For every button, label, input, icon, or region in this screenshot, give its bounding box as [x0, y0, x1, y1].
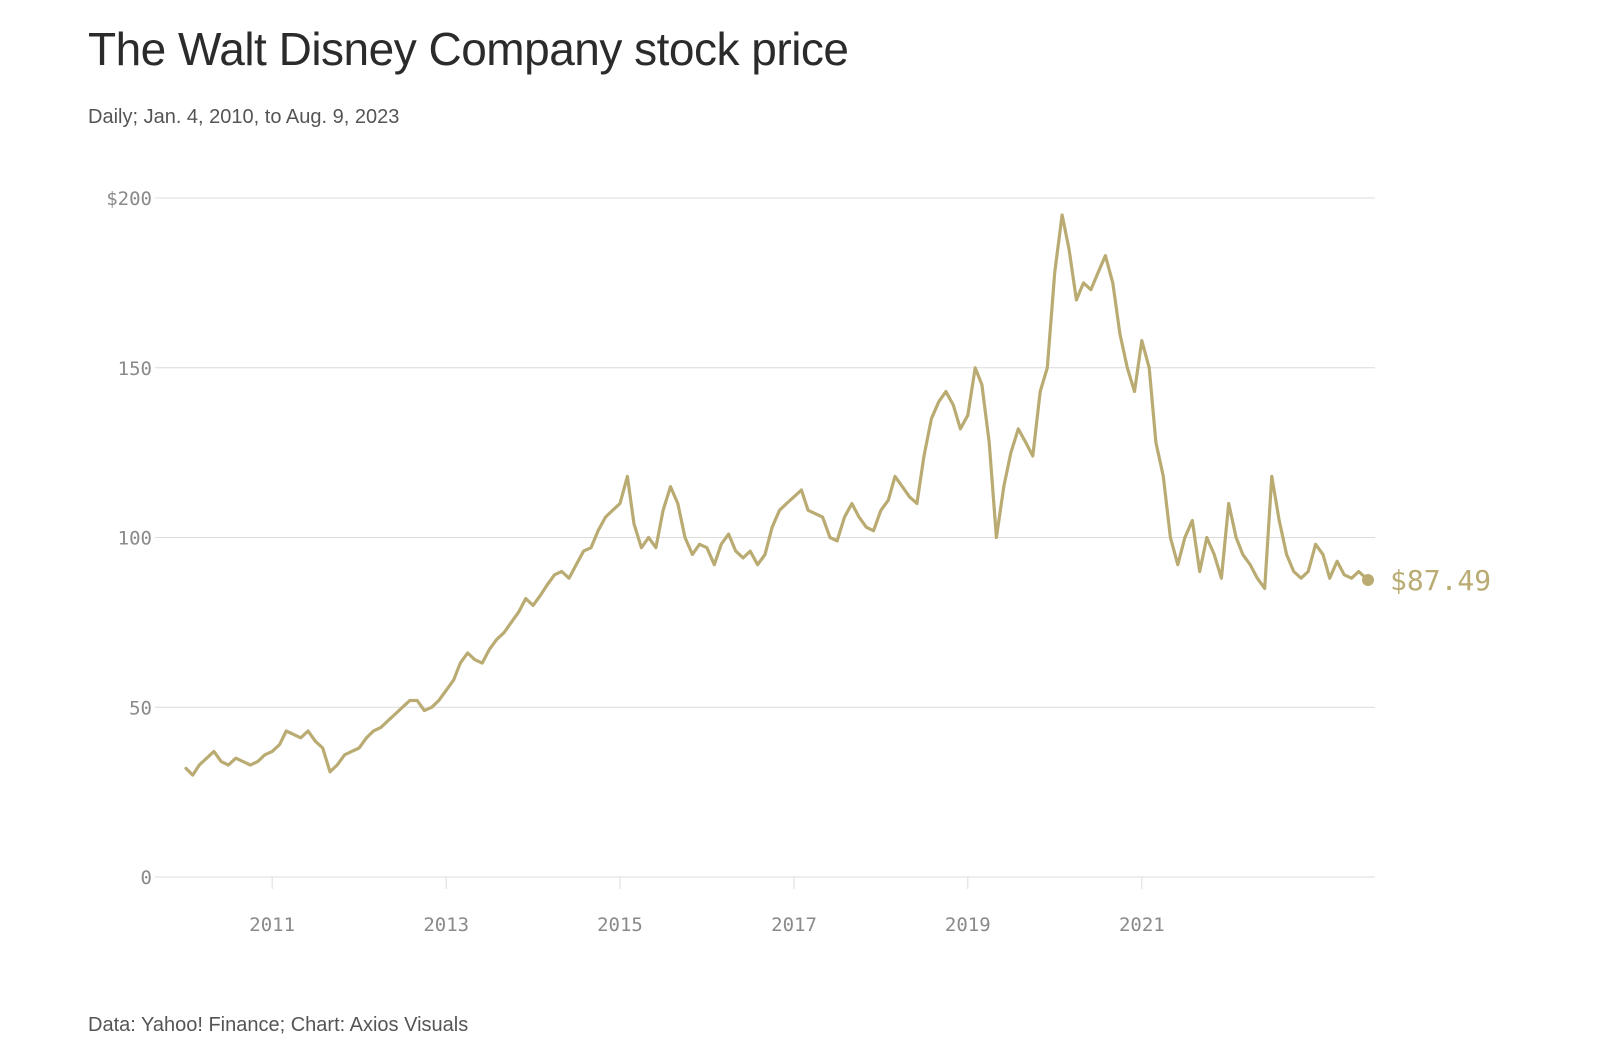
y-tick-label: 150	[118, 358, 152, 380]
y-tick-label: 50	[129, 697, 152, 719]
x-axis-ticks: 2011 2013 2015 2017 2019 2021	[249, 877, 1165, 936]
y-tick-label: 100	[118, 528, 152, 550]
chart-title: The Walt Disney Company stock price	[88, 23, 849, 75]
y-tick-label: $200	[106, 188, 152, 210]
last-price-marker	[1362, 573, 1374, 586]
x-tick-label: 2017	[771, 914, 817, 936]
x-tick-label: 2011	[249, 914, 295, 936]
source-credit: Data: Yahoo! Finance; Chart: Axios Visua…	[88, 1014, 469, 1036]
stock-price-chart: 0 50 100 150 $200 2011 2013 2015 2017 2019 2021 $…	[106, 188, 1491, 936]
x-tick-label: 2021	[1119, 914, 1165, 936]
gridlines	[155, 197, 1375, 878]
x-tick-label: 2013	[423, 914, 469, 936]
price-line	[184, 213, 1370, 777]
last-price-label: $87.49	[1390, 564, 1491, 597]
x-tick-label: 2019	[945, 914, 991, 936]
y-tick-label: 0	[141, 867, 152, 889]
chart-subtitle: Daily; Jan. 4, 2010, to Aug. 9, 2023	[88, 106, 400, 128]
x-tick-label: 2015	[597, 914, 643, 936]
y-axis-ticks: 0 50 100 150 $200	[106, 188, 152, 889]
